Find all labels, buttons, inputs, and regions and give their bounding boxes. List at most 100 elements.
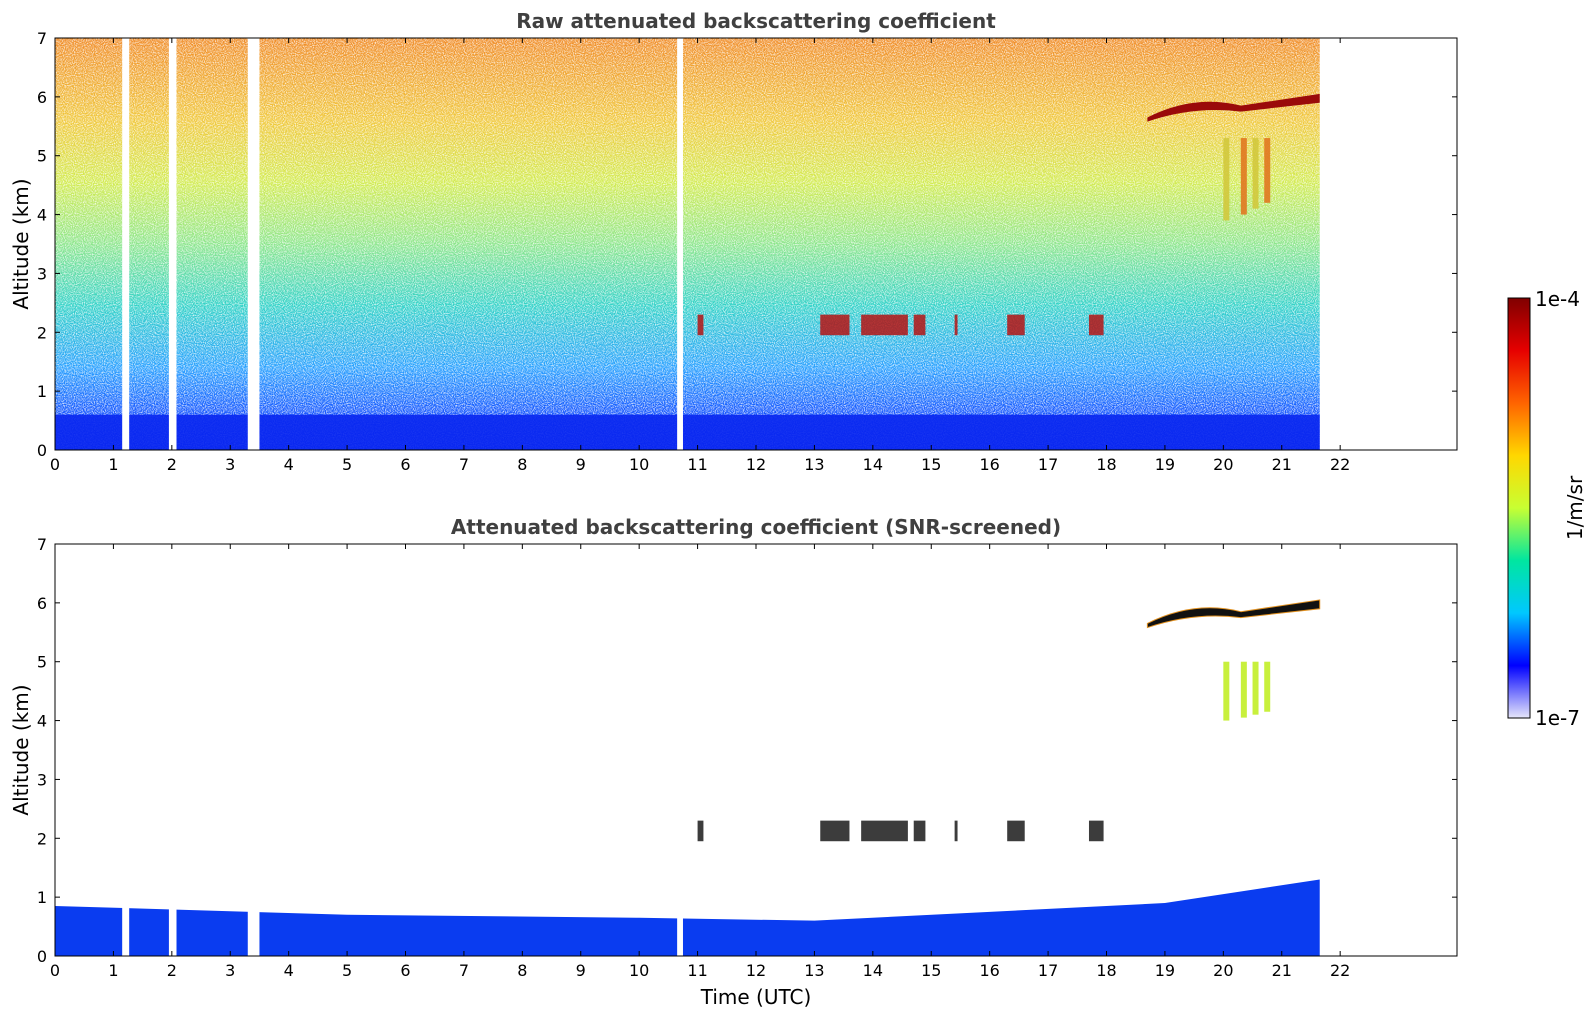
x-tick-label: 9 [576, 455, 586, 474]
y-axis-label: Altitude (km) [9, 178, 33, 309]
data-gap [122, 38, 130, 450]
colorbar-min-label: 1e-7 [1535, 706, 1580, 730]
low-cloud-patch [820, 820, 850, 842]
x-tick-label: 6 [400, 455, 410, 474]
boundary-layer [55, 414, 1320, 450]
x-tick-label: 18 [1096, 455, 1116, 474]
x-tick-label: 17 [1038, 961, 1058, 980]
y-tick-label: 2 [37, 323, 47, 342]
x-tick-label: 2 [167, 455, 177, 474]
data-gap [677, 38, 683, 450]
x-tick-label: 20 [1213, 961, 1233, 980]
data-gap [247, 38, 260, 450]
low-cloud-patch [697, 314, 704, 336]
boundary-layer [55, 879, 1320, 956]
x-tick-label: 2 [167, 961, 177, 980]
low-cloud-patch [954, 314, 958, 336]
precip-streak [1264, 661, 1271, 712]
y-tick-label: 1 [37, 888, 47, 907]
low-cloud-patch [697, 820, 704, 842]
axes: 0 1 2 3 4 5 6 7 8 9 10 11 12 13 14 15 16 17 18 19 20 21 220123… [37, 535, 1457, 980]
y-tick-label: 4 [37, 206, 47, 225]
heatmap-raw [55, 38, 1320, 450]
cloud-layer [1147, 93, 1320, 122]
y-tick-label: 3 [37, 770, 47, 789]
colorbar: 1e-4 1e-7 1/m/sr [1507, 287, 1587, 730]
noise-speckle [55, 38, 1320, 450]
low-cloud-patch [861, 314, 908, 336]
x-tick-label: 9 [576, 961, 586, 980]
precip-streak [1252, 661, 1259, 715]
x-tick-label: 22 [1330, 455, 1350, 474]
precip-streak [1223, 138, 1230, 221]
y-tick-label: 6 [37, 594, 47, 613]
x-tick-label: 15 [921, 961, 941, 980]
precip-streak [1223, 661, 1230, 721]
data-gap [677, 885, 683, 956]
x-tick-label: 16 [979, 455, 999, 474]
low-cloud-patch [913, 820, 926, 842]
x-tick-label: 1 [108, 455, 118, 474]
raw-panel: Raw attenuated backscattering coefficien… [9, 9, 1458, 474]
x-tick-label: 19 [1155, 961, 1175, 980]
precip-streak [1252, 138, 1259, 209]
y-tick-label: 0 [37, 441, 47, 460]
x-tick-label: 6 [400, 961, 410, 980]
x-tick-label: 14 [863, 455, 883, 474]
y-tick-label: 5 [37, 147, 47, 166]
heatmap-screened [55, 599, 1321, 956]
chart-title: Raw attenuated backscattering coefficien… [516, 9, 996, 33]
x-tick-label: 12 [746, 961, 766, 980]
low-cloud-patch [861, 820, 908, 842]
x-tick-label: 18 [1096, 961, 1116, 980]
x-tick-label: 12 [746, 455, 766, 474]
precip-streak [1240, 661, 1247, 718]
y-tick-label: 3 [37, 264, 47, 283]
y-axis-label: Altitude (km) [9, 684, 33, 815]
low-cloud-patch [1007, 314, 1025, 336]
x-tick-label: 0 [50, 455, 60, 474]
colorbar-max-label: 1e-4 [1535, 287, 1580, 311]
x-tick-label: 11 [687, 961, 707, 980]
x-tick-label: 5 [342, 961, 352, 980]
y-tick-label: 1 [37, 382, 47, 401]
precip-streak [1264, 138, 1271, 203]
x-tick-label: 15 [921, 455, 941, 474]
x-tick-label: 10 [629, 961, 649, 980]
y-tick-label: 2 [37, 829, 47, 848]
x-tick-label: 3 [225, 961, 235, 980]
x-tick-label: 5 [342, 455, 352, 474]
x-tick-label: 8 [517, 455, 527, 474]
data-gap [247, 885, 260, 956]
y-tick-label: 5 [37, 653, 47, 672]
data-gap [168, 885, 177, 956]
x-tick-label: 14 [863, 961, 883, 980]
data-gap [122, 885, 130, 956]
x-tick-label: 20 [1213, 455, 1233, 474]
x-tick-label: 10 [629, 455, 649, 474]
y-tick-label: 7 [37, 29, 47, 48]
screened-panel: Attenuated backscattering coefficient (S… [9, 515, 1458, 1009]
axes: 0 1 2 3 4 5 6 7 8 9 10 11 12 13 14 15 16 17 18 19 20 21 220123… [37, 29, 1457, 474]
x-axis-label: Time (UTC) [700, 985, 812, 1009]
cloud-layer [1146, 599, 1321, 629]
x-tick-label: 19 [1155, 455, 1175, 474]
data-gap [168, 38, 177, 450]
precip-streak [1240, 138, 1247, 215]
x-tick-label: 0 [50, 961, 60, 980]
x-tick-label: 17 [1038, 455, 1058, 474]
chart-title: Attenuated backscattering coefficient (S… [451, 515, 1061, 539]
x-tick-label: 8 [517, 961, 527, 980]
x-tick-label: 13 [804, 961, 824, 980]
x-tick-label: 7 [459, 961, 469, 980]
colorbar-units-label: 1/m/sr [1563, 475, 1587, 540]
low-cloud-patch [1088, 314, 1104, 336]
low-cloud-patch [913, 314, 926, 336]
low-cloud-patch [1007, 820, 1025, 842]
x-tick-label: 22 [1330, 961, 1350, 980]
y-tick-label: 6 [37, 88, 47, 107]
low-cloud-patch [954, 820, 958, 842]
x-tick-label: 4 [284, 961, 294, 980]
y-tick-label: 7 [37, 535, 47, 554]
